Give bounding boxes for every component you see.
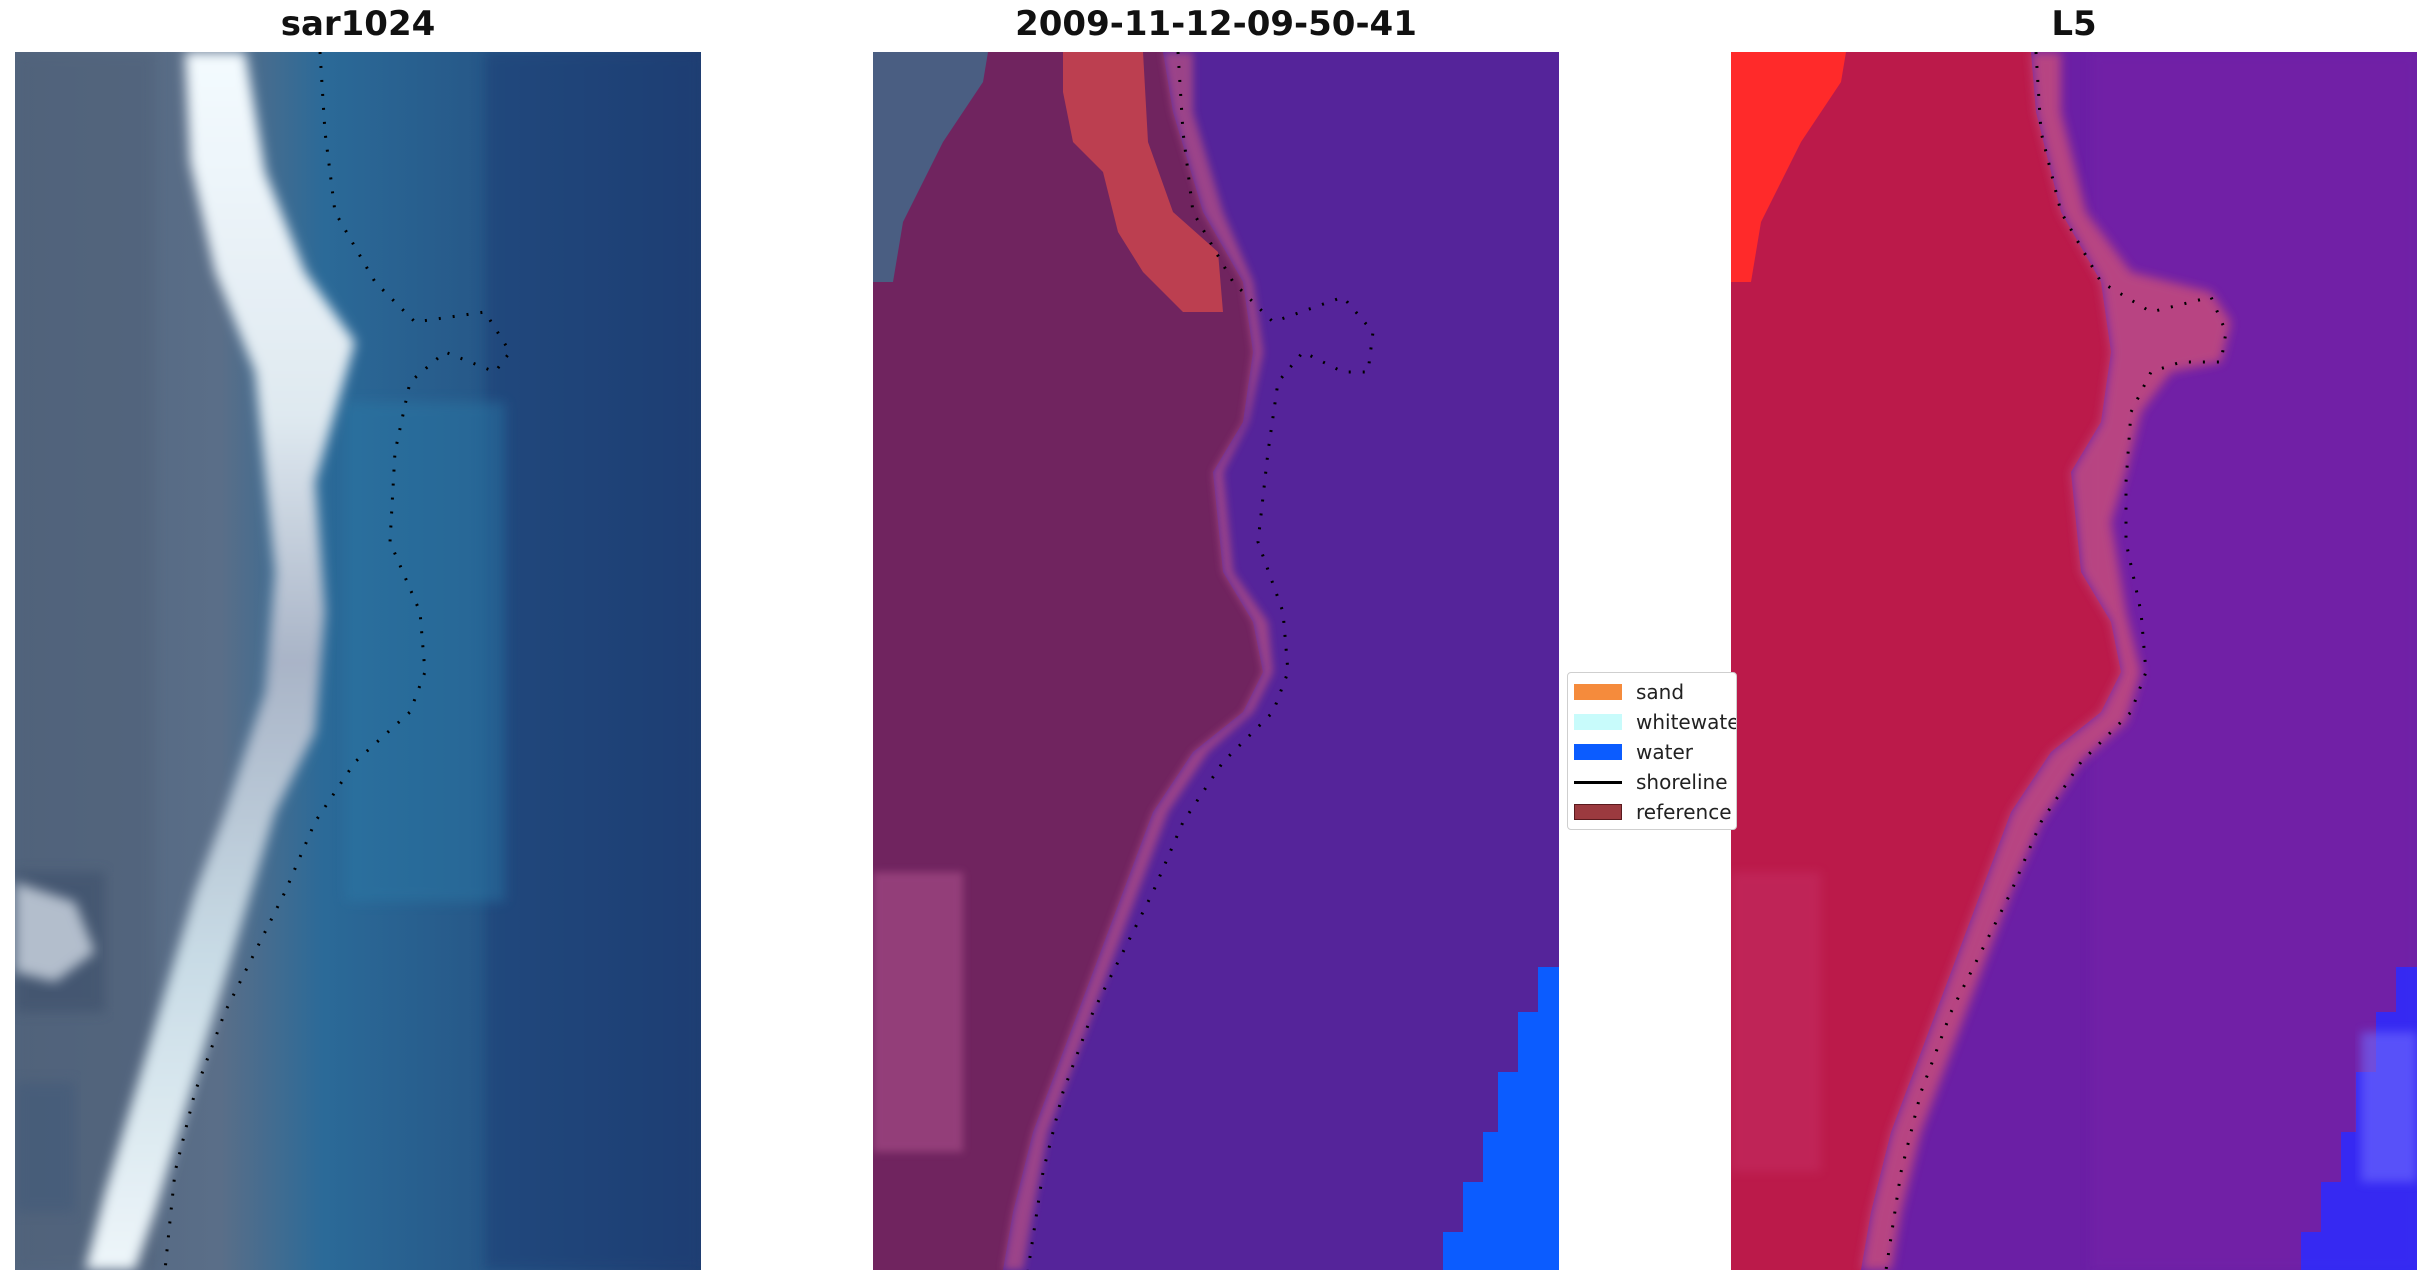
legend-label-water: water [1636,740,1693,764]
legend-item-shoreline: shoreline [1574,767,1730,797]
legend-swatch-whitewater [1574,714,1622,730]
legend-label-reference: reference [1636,800,1732,824]
legend-swatch-water [1574,744,1622,760]
l5-land-area [1731,52,2121,1270]
l5-image [1731,52,2417,1270]
legend-item-reference: reference [1574,797,1732,827]
surf-zone [85,52,355,1270]
legend-swatch-reference [1574,804,1622,820]
unclassified-corner [873,52,988,282]
legend-item-whitewater: whitewater [1574,707,1736,737]
classified-image [873,52,1559,1270]
legend: sand whitewater water shoreline referenc… [1567,672,1737,830]
legend-item-sand: sand [1574,677,1730,707]
rgb-image-panel [15,52,701,1270]
land-class-area [873,52,1263,1270]
legend-item-water: water [1574,737,1730,767]
reference-tint-area [1063,52,1223,312]
l5-red-corner [1731,52,1846,282]
panel-title-1: sar1024 [280,4,436,44]
legend-label-sand: sand [1636,680,1685,704]
panel-title-3: L5 [2051,4,2097,44]
l5-image-panel [1731,52,2417,1270]
legend-label-shoreline: shoreline [1636,770,1728,794]
legend-line-shoreline [1574,780,1622,784]
classified-image-panel [873,52,1559,1270]
legend-label-whitewater: whitewater [1636,710,1737,734]
legend-swatch-sand [1574,684,1622,700]
panel-title-2: 2009-11-12-09-50-41 [1015,4,1417,44]
rgb-image [15,52,701,1270]
water-blue-patch [1443,967,1559,1270]
